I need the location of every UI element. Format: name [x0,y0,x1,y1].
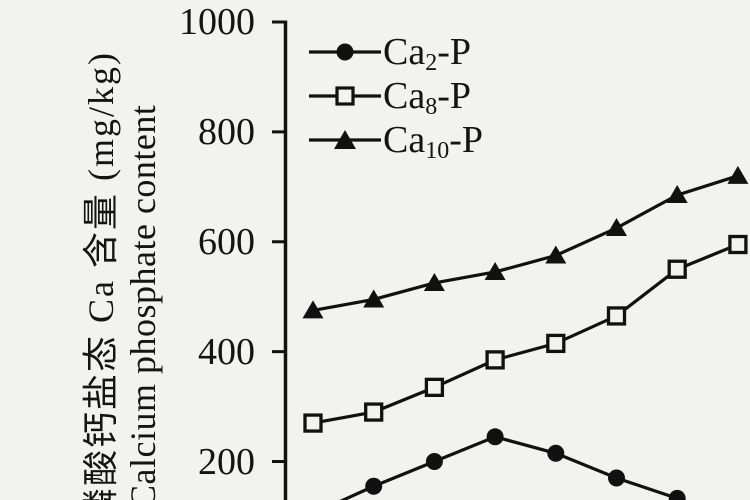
legend-marker-circle [309,43,381,61]
marker-triangle [363,289,385,308]
marker-triangle [423,272,445,291]
marker-circle [425,453,443,471]
legend-marker-square [309,86,381,106]
y-tick-label: 800 [198,110,255,153]
y-tick-label: 1000 [179,1,255,43]
marker-circle [365,477,383,495]
marker-square [606,306,627,326]
chart-legend: Ca2-P Ca8-P Ca10-P [307,30,484,164]
marker-triangle [545,245,567,264]
marker-triangle [666,185,688,204]
marker-square [667,259,687,279]
marker-square [424,377,445,398]
series-line-1 [312,243,739,425]
y-tick-label: 600 [198,220,255,263]
legend-item-ca8p: Ca8-P [307,74,483,120]
legend-item-ca2p: Ca2-P [307,30,483,76]
marker-circle [668,489,686,500]
marker-circle [608,469,625,487]
marker-square [728,234,748,255]
legend-label-ca8p: Ca8-P [383,75,472,120]
legend-label-ca2p: Ca2-P [383,31,472,76]
marker-triangle [484,261,506,280]
marker-square [364,402,384,422]
legend-item-ca10p: Ca10-P [307,118,484,164]
marker-triangle [302,300,324,319]
y-tick-label: 200 [198,440,255,483]
marker-square [485,350,505,370]
legend-label-ca10p: Ca10-P [383,119,484,164]
marker-triangle [606,218,627,237]
y-tick-label: 400 [198,330,255,373]
marker-triangle [727,165,749,184]
marker-circle [547,444,565,462]
marker-square [303,413,323,433]
marker-circle [486,428,504,446]
legend-marker-triangle [309,130,381,149]
series-line-2 [312,174,739,313]
marker-square [546,333,566,354]
